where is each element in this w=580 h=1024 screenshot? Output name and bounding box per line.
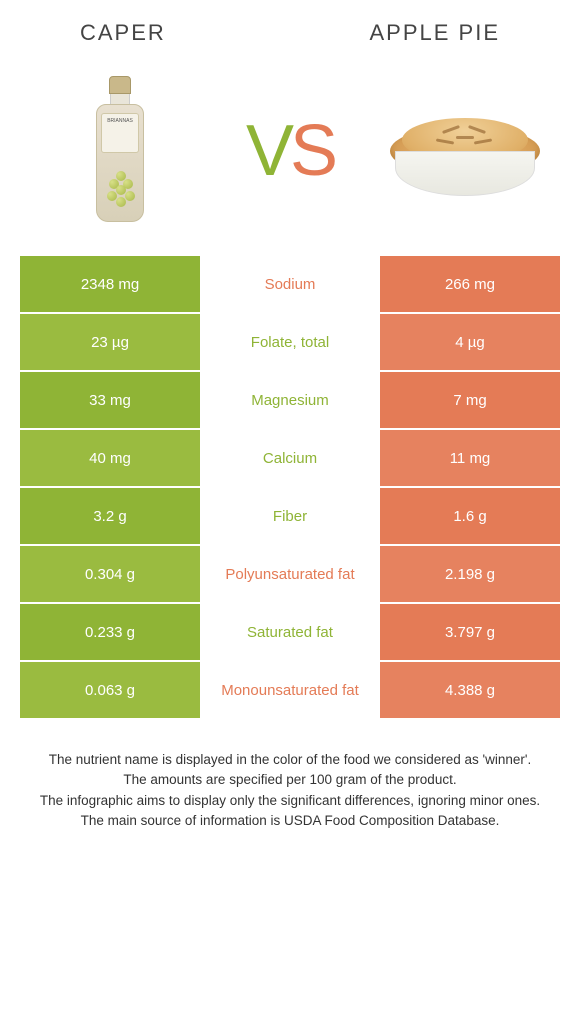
right-value-cell: 1.6 g xyxy=(380,488,560,544)
right-value-cell: 7 mg xyxy=(380,372,560,428)
right-food-label: Apple pie xyxy=(369,20,500,46)
vs-v: V xyxy=(246,111,290,191)
footer-notes: The nutrient name is displayed in the co… xyxy=(0,720,580,831)
table-row: 0.233 gSaturated fat3.797 g xyxy=(20,604,560,660)
left-value-cell: 2348 mg xyxy=(20,256,200,312)
right-value-cell: 3.797 g xyxy=(380,604,560,660)
right-value-cell: 266 mg xyxy=(380,256,560,312)
vs-text: VS xyxy=(246,110,334,192)
left-value-cell: 0.063 g xyxy=(20,662,200,718)
table-row: 0.063 gMonounsaturated fat4.388 g xyxy=(20,662,560,718)
right-value-cell: 4.388 g xyxy=(380,662,560,718)
right-value-cell: 2.198 g xyxy=(380,546,560,602)
left-value-cell: 3.2 g xyxy=(20,488,200,544)
footer-line: The infographic aims to display only the… xyxy=(28,791,552,811)
left-value-cell: 0.233 g xyxy=(20,604,200,660)
header-row: Caper Apple pie xyxy=(0,0,580,56)
right-value-cell: 4 µg xyxy=(380,314,560,370)
vs-row: BRIANNAS VS xyxy=(0,56,580,256)
caper-image: BRIANNAS xyxy=(50,71,190,231)
nutrient-name-cell: Magnesium xyxy=(200,372,380,428)
table-row: 3.2 gFiber1.6 g xyxy=(20,488,560,544)
nutrient-table: 2348 mgSodium266 mg23 µgFolate, total4 µ… xyxy=(0,256,580,718)
left-value-cell: 23 µg xyxy=(20,314,200,370)
footer-line: The nutrient name is displayed in the co… xyxy=(28,750,552,770)
bottle-illustration: BRIANNAS xyxy=(95,76,145,226)
nutrient-name-cell: Monounsaturated fat xyxy=(200,662,380,718)
nutrient-name-cell: Sodium xyxy=(200,256,380,312)
pie-illustration xyxy=(390,106,530,196)
table-row: 0.304 gPolyunsaturated fat2.198 g xyxy=(20,546,560,602)
apple-pie-image xyxy=(390,71,530,231)
nutrient-name-cell: Folate, total xyxy=(200,314,380,370)
footer-line: The amounts are specified per 100 gram o… xyxy=(28,770,552,790)
nutrient-name-cell: Calcium xyxy=(200,430,380,486)
right-value-cell: 11 mg xyxy=(380,430,560,486)
table-row: 23 µgFolate, total4 µg xyxy=(20,314,560,370)
nutrient-name-cell: Fiber xyxy=(200,488,380,544)
nutrient-name-cell: Saturated fat xyxy=(200,604,380,660)
left-value-cell: 0.304 g xyxy=(20,546,200,602)
table-row: 33 mgMagnesium7 mg xyxy=(20,372,560,428)
nutrient-name-cell: Polyunsaturated fat xyxy=(200,546,380,602)
vs-s: S xyxy=(290,111,334,191)
footer-line: The main source of information is USDA F… xyxy=(28,811,552,831)
left-food-label: Caper xyxy=(80,20,166,46)
left-value-cell: 40 mg xyxy=(20,430,200,486)
table-row: 2348 mgSodium266 mg xyxy=(20,256,560,312)
table-row: 40 mgCalcium11 mg xyxy=(20,430,560,486)
left-value-cell: 33 mg xyxy=(20,372,200,428)
